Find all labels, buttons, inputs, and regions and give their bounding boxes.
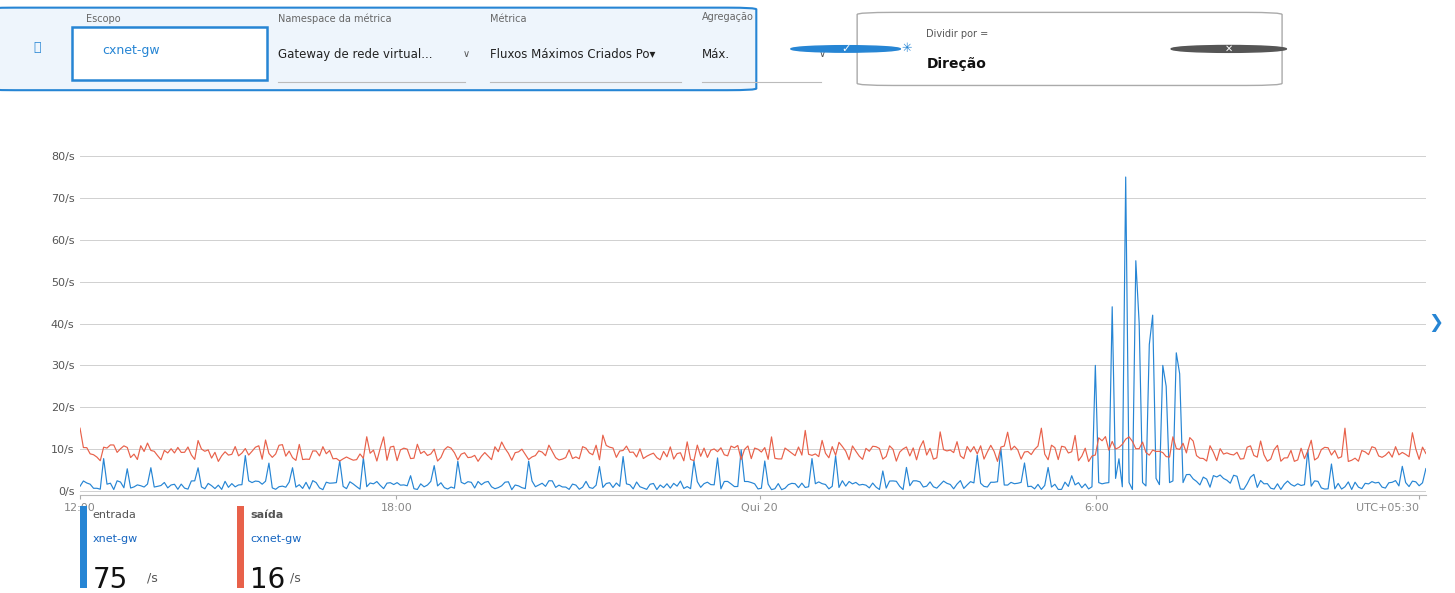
Text: 75: 75 [93,566,128,593]
Text: Direção: Direção [927,56,986,71]
Text: Dividir por =: Dividir por = [927,29,988,39]
Text: ✳: ✳ [901,43,911,55]
Text: entrada: entrada [93,509,137,519]
Text: cxnet-gw: cxnet-gw [102,44,160,57]
FancyBboxPatch shape [0,8,757,90]
Text: ∨: ∨ [818,49,825,59]
Text: 16: 16 [250,566,285,593]
Text: ✓: ✓ [841,44,850,54]
Text: /s: /s [290,572,300,585]
Text: ∨: ∨ [463,49,470,59]
Text: ❯: ❯ [1429,314,1443,332]
Bar [80,506,87,588]
Text: /s: /s [147,572,157,585]
Text: cxnet-gw: cxnet-gw [250,534,301,544]
Text: ✕: ✕ [1225,44,1232,54]
Circle shape [792,46,901,52]
Text: Máx.: Máx. [701,47,730,60]
Text: saída: saída [250,509,284,519]
Text: Namespace da métrica: Namespace da métrica [278,14,391,24]
Text: xnet-gw: xnet-gw [93,534,138,544]
Text: Agregação: Agregação [701,12,754,22]
Text: Escopo: Escopo [86,14,121,24]
Text: Métrica: Métrica [490,14,527,24]
FancyBboxPatch shape [857,12,1282,85]
FancyBboxPatch shape [73,27,266,80]
Text: Gateway de rede virtual...: Gateway de rede virtual... [278,47,432,60]
Text: 🔒: 🔒 [33,41,41,54]
Text: Fluxos Máximos Criados Po▾: Fluxos Máximos Criados Po▾ [490,47,655,60]
Bar [237,506,244,588]
Circle shape [1171,46,1286,52]
